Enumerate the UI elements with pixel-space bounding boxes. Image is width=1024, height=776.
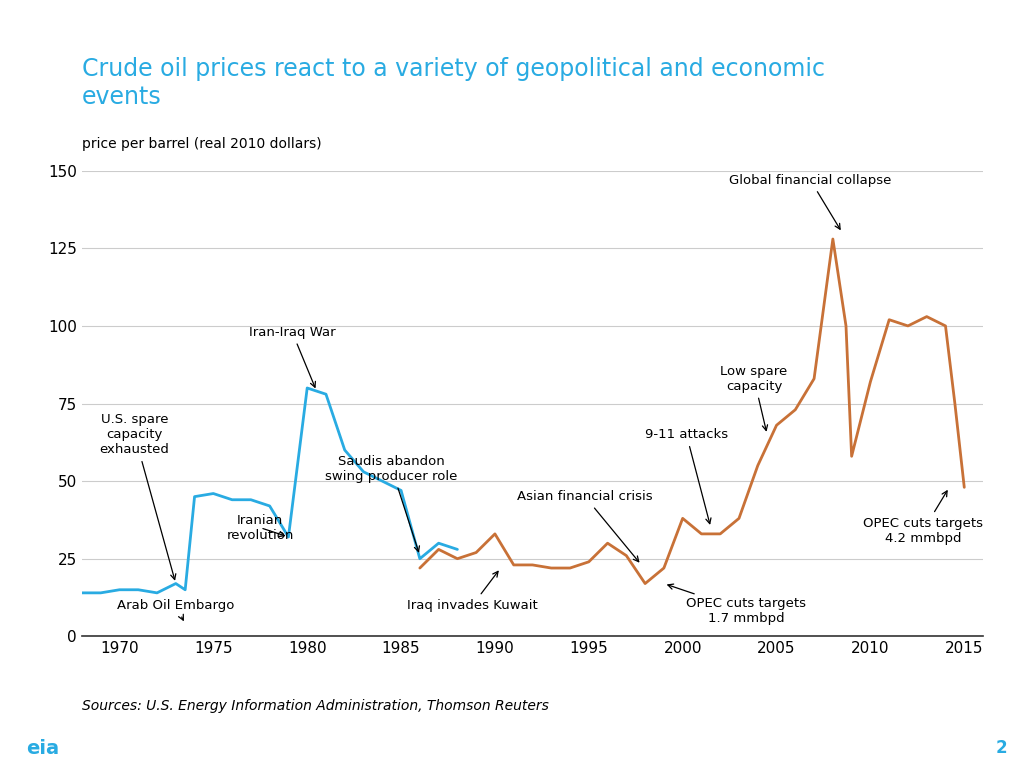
Text: Low spare
capacity: Low spare capacity xyxy=(720,365,787,431)
Text: U.S. spare
capacity
exhausted: U.S. spare capacity exhausted xyxy=(99,413,176,580)
Text: Arab Oil Embargo: Arab Oil Embargo xyxy=(117,599,234,620)
Text: Sources: U.S. Energy Information Administration, Thomson Reuters: Sources: U.S. Energy Information Adminis… xyxy=(82,699,549,713)
Text: Saudis abandon
swing producer role: Saudis abandon swing producer role xyxy=(326,455,458,552)
Circle shape xyxy=(909,743,1024,753)
Text: April 7, 2015: April 7, 2015 xyxy=(102,740,201,756)
FancyBboxPatch shape xyxy=(0,722,87,774)
Text: eia: eia xyxy=(27,739,59,757)
Text: 2: 2 xyxy=(995,739,1008,757)
Text: price per barrel (real 2010 dollars): price per barrel (real 2010 dollars) xyxy=(82,137,322,151)
Text: Iraq invades Kuwait: Iraq invades Kuwait xyxy=(407,571,538,611)
Text: OPEC cuts targets
4.2 mmbpd: OPEC cuts targets 4.2 mmbpd xyxy=(863,491,983,545)
Legend:  xyxy=(80,748,92,760)
Text: OPEC cuts targets
1.7 mmbpd: OPEC cuts targets 1.7 mmbpd xyxy=(668,584,807,625)
Text: Iran-Iraq War: Iran-Iraq War xyxy=(249,326,336,387)
Text: Crude oil prices react to a variety of geopolitical and economic
events: Crude oil prices react to a variety of g… xyxy=(82,57,825,109)
Text: 9-11 attacks: 9-11 attacks xyxy=(645,428,728,524)
Text: Iranian
revolution: Iranian revolution xyxy=(226,514,294,542)
Text: Asian financial crisis: Asian financial crisis xyxy=(517,490,653,562)
Text: Global financial collapse: Global financial collapse xyxy=(729,174,892,229)
